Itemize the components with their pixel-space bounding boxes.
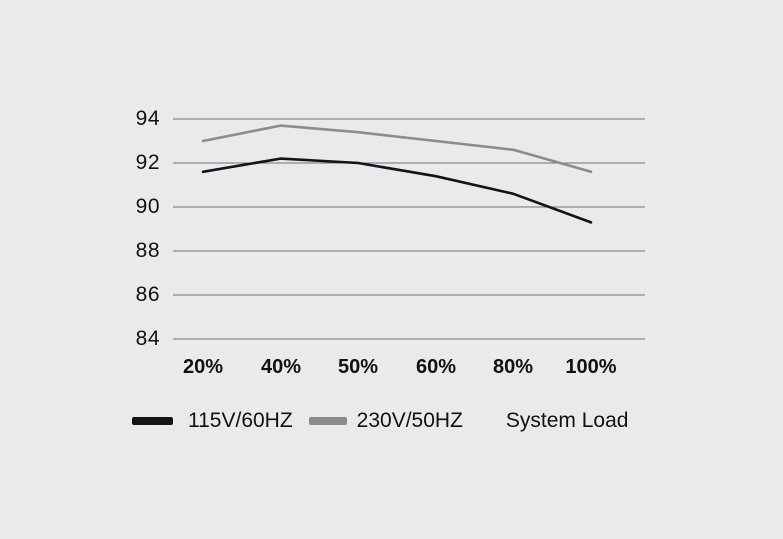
y-tick-label: 84 [135, 327, 160, 350]
chart-legend: 115V/60HZ 230V/50HZ System Load [132, 408, 628, 434]
y-tick-label: 92 [135, 151, 160, 174]
y-tick-label: 90 [135, 195, 160, 218]
legend-swatch-115v-60hz [132, 417, 173, 425]
x-tick-label: 40% [260, 356, 302, 378]
x-tick-label: 60% [415, 356, 457, 378]
legend-swatch-230v-50hz [308, 417, 347, 425]
x-tick-label: 100% [565, 356, 617, 378]
y-tick-label: 86 [135, 283, 160, 306]
x-tick-label: 80% [492, 356, 534, 378]
x-tick-label: 50% [337, 356, 379, 378]
x-tick-label: 20% [182, 356, 224, 378]
series-line-115v-60hz [201, 157, 593, 224]
y-tick-label: 94 [135, 107, 160, 130]
legend-label-115v-60hz: 115V/60HZ [188, 409, 293, 432]
y-tick-label: 88 [135, 239, 160, 262]
legend-label-230v-50hz: 230V/50HZ [356, 409, 463, 432]
x-axis-title: System Load [505, 409, 629, 432]
series-line-230v-50hz [201, 124, 593, 174]
